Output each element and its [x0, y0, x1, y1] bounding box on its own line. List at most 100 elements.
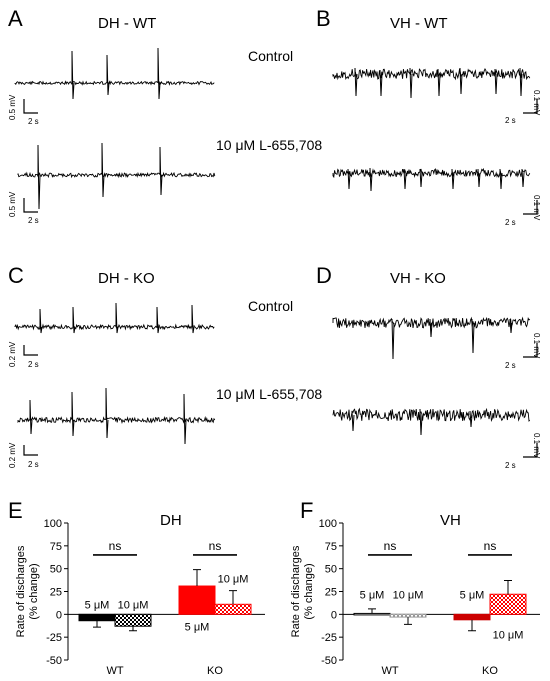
trace-a-drug-spike-2	[159, 146, 163, 196]
trace-d-drug-spike-1	[419, 408, 423, 436]
scalebar-b1	[523, 99, 538, 114]
chart-f-y-tick-label-4: 50	[325, 564, 337, 576]
trace-b-drug-spike-7	[521, 168, 525, 188]
trace-c-control-spike-1	[72, 306, 76, 334]
trace-b-drug-spike-6	[499, 168, 503, 190]
trace-c-control-baseline	[14, 323, 215, 331]
chart-f-errorbar-ko-1	[504, 580, 512, 595]
scalebar-label-time-d2: 2 s	[505, 461, 516, 470]
trace-c-drug-baseline	[17, 415, 216, 425]
chart-e-y-tick-label-6: 100	[44, 518, 62, 530]
trace-b-drug-spike-1	[369, 167, 373, 192]
trace-a-drug-spike-1	[101, 142, 105, 198]
panel-letter-a: A	[8, 6, 23, 31]
trace-d-control-spike-0	[391, 318, 395, 360]
trace-b-control-baseline	[332, 68, 531, 81]
scalebar-label-time-c1: 2 s	[28, 360, 39, 369]
chart-f-y-label-line-1: (% change)	[303, 563, 315, 619]
scalebar-label-01mv-d2: 0.1 mV	[532, 433, 541, 459]
trace-c-control-spike-3	[156, 306, 160, 334]
trace-b-control-spike-4	[459, 67, 463, 95]
chart-f-group-label-wt: WT	[381, 665, 398, 677]
scalebar-label-time-b2: 2 s	[505, 218, 516, 227]
panel-letter-d: D	[316, 263, 332, 288]
panel-letter-b: B	[316, 6, 331, 31]
chart-f-bar-wt-1	[389, 613, 427, 618]
trace-b-drug-spike-5	[477, 168, 481, 188]
bar-chart-dh: -50 -25 0 25 50 75 100 Rate of discharges(% cha…	[15, 518, 265, 677]
panel-title-c: DH - KO	[98, 270, 155, 287]
panel-letter-c: C	[8, 263, 24, 288]
trace-c-drug-spike-0	[29, 399, 33, 435]
chart-f-errorbar-wt-1	[404, 617, 412, 625]
chart-e-group-label-wt: WT	[106, 665, 123, 677]
trace-b-drug-spike-2	[403, 168, 407, 190]
chart-f-y-tick-label-0: -50	[321, 655, 337, 667]
chart-e-ns-label-1: ns	[209, 539, 222, 553]
chart-f-bar-ko-0	[453, 613, 491, 621]
chart-e-y-tick-label-0: -50	[46, 655, 62, 667]
trace-c-control-spike-0	[39, 308, 43, 334]
trace-d-control-baseline	[332, 316, 531, 329]
trace-b-drug-baseline	[332, 167, 531, 179]
chart-e-bar-label-wt-1: 10 μM	[118, 599, 149, 611]
trace-b-control-spike-1	[379, 69, 383, 97]
chart-f-bar-label-ko-1: 10 μM	[493, 629, 524, 641]
chart-f-y-label-line-0: Rate of discharges	[290, 545, 302, 637]
chart-f-ns-label-0: ns	[384, 539, 397, 553]
trace-c-control-spike-2	[115, 302, 119, 334]
chart-e-errorbar-ko-1	[229, 590, 237, 605]
chart-e-ns-label-0: ns	[109, 539, 122, 553]
trace-b-control-spike-6	[519, 67, 523, 97]
trace-c-drug-spike-1	[71, 391, 75, 437]
scalebar-d2	[523, 443, 538, 458]
chart-e-group-label-ko: KO	[207, 665, 223, 677]
panel-title-b: VH - WT	[390, 15, 448, 32]
scalebar-label-time-d1: 2 s	[505, 361, 516, 370]
chart-e-bar-label-ko-0: 5 μM	[185, 621, 210, 633]
chart-f-y-tick-label-6: 100	[319, 518, 337, 530]
scalebar-label-01mv-b1: 0.1 mV	[532, 90, 541, 116]
chart-f-bar-ko-1	[489, 593, 527, 615]
panel-letter-f: F	[300, 498, 314, 523]
trace-b-drug-spike-0	[347, 168, 351, 190]
chart-f-group-label-ko: KO	[482, 665, 498, 677]
scalebar-label-01mv-d1: 0.1 mV	[532, 333, 541, 359]
trace-b-drug-spike-3	[419, 168, 423, 188]
scalebar-label-time-c2: 2 s	[28, 460, 39, 469]
scalebar-label-05mv-a1: 0.5 mV	[8, 94, 17, 120]
chart-f-y-tick-label-1: -25	[321, 632, 337, 644]
bar-chart-vh: -50 -25 0 25 50 75 100 Rate of discharges(% cha…	[290, 518, 540, 677]
chart-e-bar-ko-1	[214, 603, 252, 615]
chart-e-y-tick-label-2: 0	[56, 609, 62, 621]
trace-a-control-spike-1	[106, 54, 110, 96]
trace-a-drug-spike-0	[37, 144, 41, 210]
chart-f-errorbar-wt-0	[368, 608, 376, 614]
panel-title-f: VH	[440, 512, 461, 529]
chart-e-errorbar-wt-1	[129, 626, 137, 632]
chart-e-y-tick-label-4: 50	[50, 564, 62, 576]
chart-f-y-tick-label-3: 25	[325, 587, 337, 599]
panel-title-e: DH	[160, 512, 182, 529]
chart-f-y-label: Rate of discharges(% change)	[290, 545, 315, 637]
chart-f-bar-label-wt-1: 10 μM	[393, 589, 424, 601]
panel-title-d: VH - KO	[390, 270, 446, 287]
scalebar-label-02mv-c2: 0.2 mV	[8, 442, 17, 468]
condition-drug-2: 10 μM L-655,708	[216, 386, 323, 402]
trace-b-drug-spike-4	[451, 168, 455, 190]
condition-control-2: Control	[248, 298, 294, 314]
trace-b-control-spike-5	[494, 68, 498, 95]
chart-e-errorbar-wt-0	[93, 620, 101, 628]
trace-b-control-spike-2	[409, 67, 413, 99]
scalebar-label-02mv-c1: 0.2 mV	[8, 341, 17, 367]
chart-e-y-tick-label-1: -25	[46, 632, 62, 644]
chart-e-bar-label-ko-1: 10 μM	[218, 574, 249, 586]
trace-d-drug-spike-0	[351, 410, 355, 432]
chart-e-bar-wt-0	[78, 613, 116, 622]
scalebar-a1	[23, 99, 38, 114]
scalebar-label-time-a1: 2 s	[28, 117, 39, 126]
chart-f-y-tick-label-2: 0	[331, 609, 337, 621]
chart-f-errorbar-ko-0	[468, 619, 476, 632]
chart-e-y-tick-label-3: 25	[50, 587, 62, 599]
scalebar-label-time-b1: 2 s	[505, 116, 516, 125]
